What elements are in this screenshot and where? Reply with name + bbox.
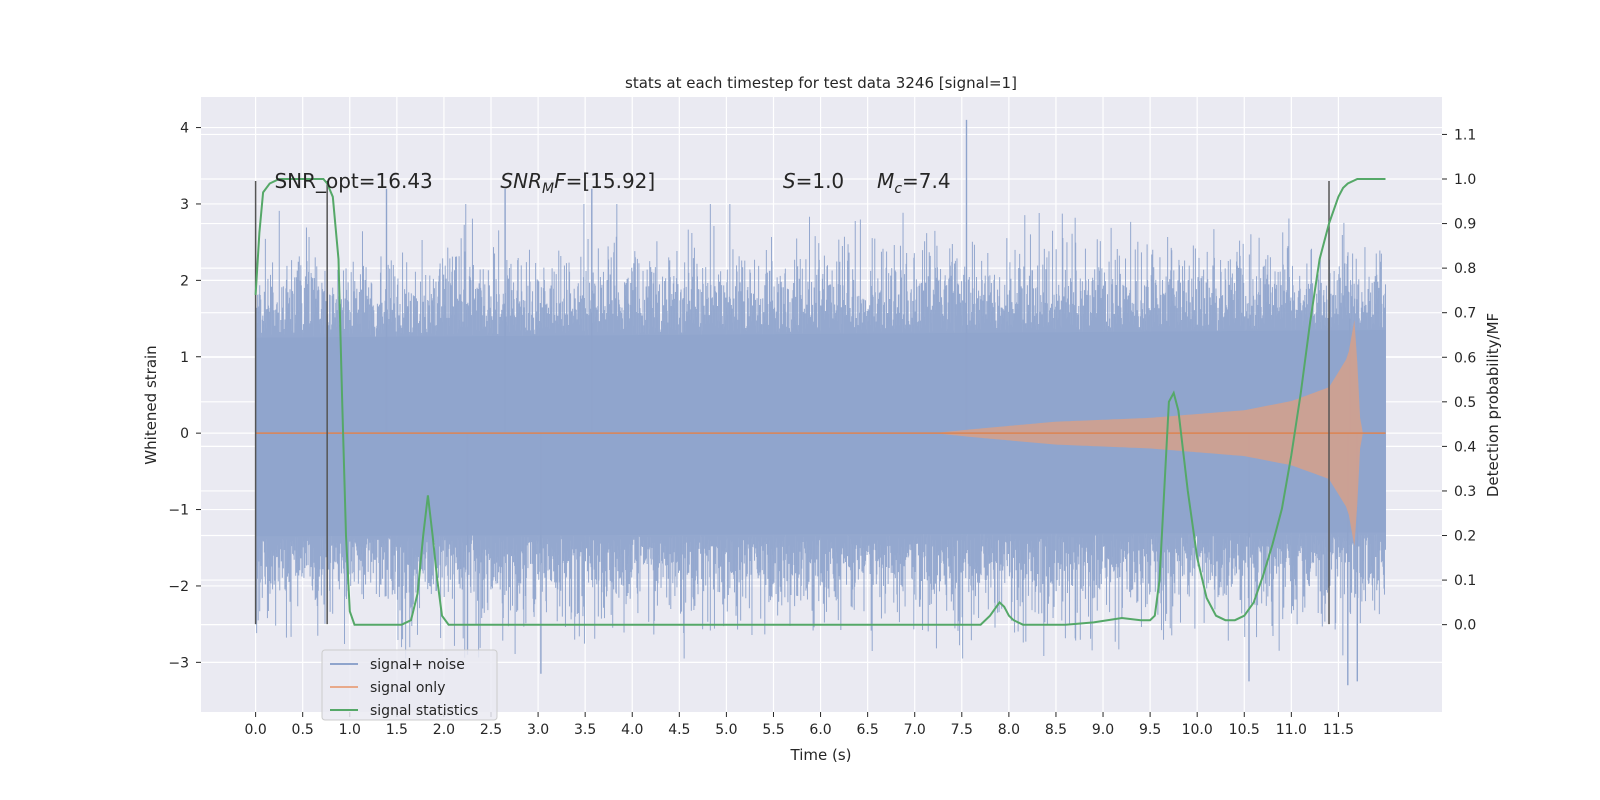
x-tick-labels: 0.0 0.5 1.0 1.5 2.0 2.5 3.0 3.5 4.0 4.5 5.0 5.5 6.0 6…	[244, 712, 1354, 738]
y2-tick-label: 0.2	[1454, 529, 1476, 545]
x-tick-label: 7.5	[951, 722, 973, 738]
y-tick-labels: −3 −2 −1 0 1 2 3 4	[168, 121, 201, 671]
legend: signal+ noise signal only signal statistic…	[321, 649, 498, 721]
x-tick-label: 6.5	[857, 722, 879, 738]
x-tick-label: 6.0	[809, 722, 831, 738]
signal-statistics-line	[254, 178, 1386, 626]
x-tick-label: 1.0	[339, 722, 361, 738]
annotations: SNR_opt=16.43 SNRMF=[15.92] S=1.0 Mc=7.4	[274, 169, 950, 197]
annotation-1: SNRMF=[15.92]	[500, 169, 655, 197]
annotation-2: S=1.0	[783, 169, 844, 193]
y-tick-label: −3	[168, 655, 189, 671]
legend-entry: signal statistics	[370, 703, 478, 719]
y-tick-label: 2	[180, 273, 189, 289]
y-tick-label: 0	[180, 426, 189, 442]
y-axis-label: Whitened strain	[142, 345, 160, 464]
x-tick-label: 9.0	[1092, 722, 1114, 738]
x-tick-label: 3.5	[574, 722, 596, 738]
x-tick-label: 4.5	[668, 722, 690, 738]
x-tick-label: 0.5	[292, 722, 314, 738]
y2-tick-label: 0.3	[1454, 484, 1476, 500]
y2-tick-label: 0.5	[1454, 395, 1476, 411]
y2-tick-labels: 0.0 0.1 0.2 0.3 0.4 0.5 0.6 0.7 0.8 0.9 1.0 1.1	[1442, 127, 1476, 634]
series-signal-only	[255, 320, 1386, 547]
vertical-markers	[254, 181, 1330, 625]
x-tick-label: 5.5	[762, 722, 784, 738]
y2-tick-label: 1.0	[1454, 172, 1476, 188]
x-tick-label: 7.0	[904, 722, 926, 738]
x-tick-label: 8.5	[1045, 722, 1067, 738]
legend-entry: signal only	[370, 680, 445, 696]
x-axis-label: Time (s)	[790, 746, 852, 764]
y-tick-label: −2	[168, 579, 189, 595]
y-tick-label: −1	[168, 503, 189, 519]
annotation-3: Mc=7.4	[877, 169, 951, 197]
x-tick-label: 4.0	[621, 722, 643, 738]
y2-tick-label: 0.9	[1454, 217, 1476, 233]
legend-entry: signal+ noise	[370, 657, 465, 673]
y-tick-label: 3	[180, 197, 189, 213]
x-tick-label: 10.0	[1182, 722, 1213, 738]
y2-tick-label: 0.0	[1454, 618, 1476, 634]
x-tick-label: 1.5	[386, 722, 408, 738]
y2-tick-label: 1.1	[1454, 127, 1476, 143]
x-tick-label: 11.5	[1323, 722, 1354, 738]
y-tick-label: 4	[180, 121, 189, 137]
x-tick-label: 5.0	[715, 722, 737, 738]
x-tick-label: 8.0	[998, 722, 1020, 738]
y2-tick-label: 0.6	[1454, 350, 1476, 366]
y2-tick-label: 0.7	[1454, 306, 1476, 322]
y2-tick-label: 0.1	[1454, 573, 1476, 589]
x-tick-label: 11.0	[1276, 722, 1307, 738]
x-tick-label: 3.0	[527, 722, 549, 738]
x-tick-label: 0.0	[244, 722, 266, 738]
x-tick-label: 9.5	[1139, 722, 1161, 738]
y-tick-label: 1	[180, 350, 189, 366]
chart-title: stats at each timestep for test data 324…	[625, 74, 1017, 92]
x-tick-label: 10.5	[1229, 722, 1260, 738]
annotation-0: SNR_opt=16.43	[274, 169, 432, 193]
y2-axis-label: Detection probability/MF	[1484, 313, 1502, 497]
y2-tick-label: 0.8	[1454, 261, 1476, 277]
x-tick-label: 2.0	[433, 722, 455, 738]
series-signal-statistics	[254, 178, 1386, 626]
y2-tick-label: 0.4	[1454, 439, 1476, 455]
x-tick-label: 2.5	[480, 722, 502, 738]
legend-box	[321, 649, 498, 721]
